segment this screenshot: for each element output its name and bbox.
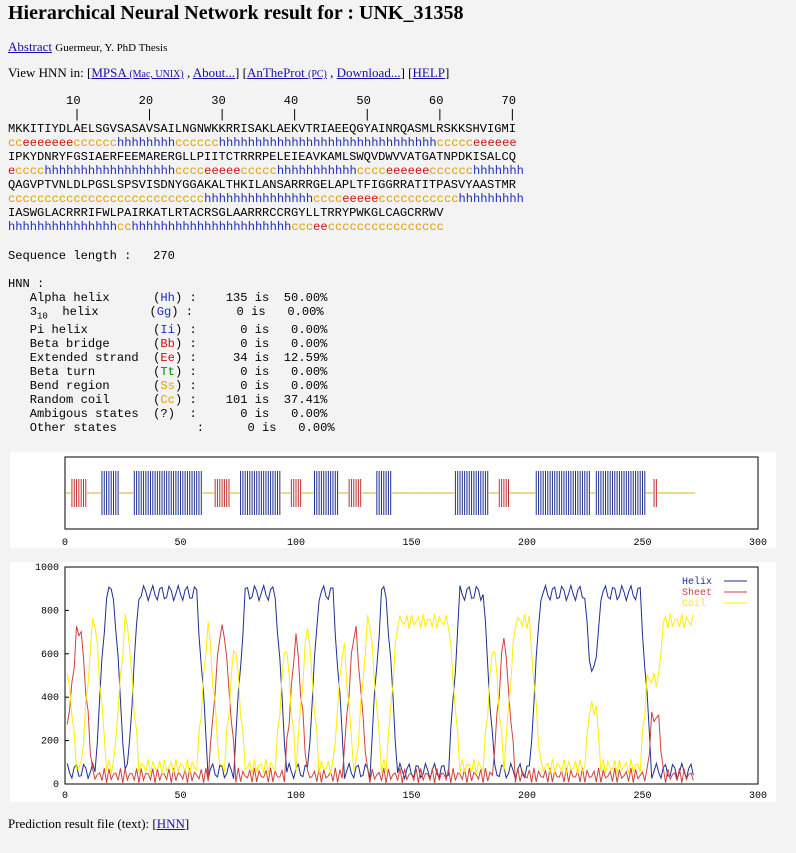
hnn-stat-row: Other states : 0 is 0.00% [8,421,335,436]
hnn-stat-row: Random coil (Cc) : 101 is 37.41% [8,393,328,408]
hnn-stat-row: Extended strand (Ee) : 34 is 12.59% [8,351,328,366]
footer-line: Prediction result file (text): [HNN] [8,816,189,832]
legend-label: Helix [682,576,712,588]
score-curve-panel: 0 200 400 600 800 1000 0 50 100 150 200 250 300 Helix… [10,562,776,802]
curve-y-tick-label: 400 [41,693,59,704]
sequence-line: MKKITIYDLAELSGVSASAVSAILNGNWKKRRISAKLAEK… [8,122,517,136]
strip-x-tick-label: 150 [402,538,420,548]
curve-y-tick-label: 600 [41,650,59,661]
seq-length-label: Sequence length : [8,249,132,263]
abstract-link[interactable]: Abstract [8,39,53,54]
curve-series-line [66,613,694,775]
sequence-line: IASWGLACRRRIFWLPAIRKATLRTACRSGLAARRRCCRG… [8,206,444,220]
strip-x-tick-label: 100 [287,538,305,548]
ruler-numbers: 10 20 30 40 50 60 70 [8,94,517,108]
curve-x-tick-label: 200 [518,791,536,802]
curve-y-tick-label: 200 [41,737,59,748]
help-link[interactable]: HELP [412,65,446,80]
curve-x-tick-label: 100 [287,791,305,802]
legend-label: Coil [682,598,706,610]
seq-length-value: 270 [153,249,175,263]
sequence-block: MKKITIYDLAELSGVSASAVSAILNGNWKKRRISAKLAEK… [8,122,524,234]
hnn-stat-row: Ambigous states (?) : 0 is 0.00% [8,407,328,422]
hnn-stat-row: Bend region (Ss) : 0 is 0.00% [8,379,328,394]
hnn-stat-row: Beta turn (Tt) : 0 is 0.00% [8,365,328,380]
page-title: Hierarchical Neural Network result for :… [8,2,464,24]
curve-x-tick-label: 0 [62,791,68,802]
hnn-stat-row: 310 helix (Gg) : 0 is 0.00% [8,305,324,322]
strip-x-tick-label: 250 [633,538,651,548]
curve-y-tick-label: 800 [41,606,59,617]
curve-x-tick-label: 50 [174,791,186,802]
strip-x-tick-label: 0 [62,538,68,548]
prediction-strip-panel: 0 50 100 150 200 250 300 [10,452,776,549]
view-prefix: View HNN in: [ [8,65,92,80]
prediction-strip-chart: 0 50 100 150 200 250 300 [62,456,767,549]
prediction-line: hhhhhhhhhhhhhhhcchhhhhhhhhhhhhhhhhhhhhhc… [8,220,444,234]
prediction-line: ecccchhhhhhhhhhhhhhhhhhcccceeeeeccccchhh… [8,164,524,178]
curve-x-tick-label: 150 [402,791,420,802]
sequence-length: Sequence length : 270 [8,249,175,263]
hnn-stats: HNN : Alpha helix (Hh) : 135 is 50.00% 3… [8,277,335,435]
score-curve-chart: 0 200 400 600 800 1000 0 50 100 150 200 250 300 Helix… [35,563,767,802]
curve-y-tick-label: 0 [53,780,59,791]
legend-label: Sheet [682,587,712,599]
about-link[interactable]: About... [192,65,236,80]
footer-suffix: ] [184,816,190,831]
antheprot-link[interactable]: AnTheProt (PC) [246,65,327,80]
strip-x-tick-label: 50 [174,538,186,548]
strip-x-tick-label: 200 [518,538,536,548]
hnn-header: HNN : [8,277,45,291]
hnn-stat-row: Pi helix (Ii) : 0 is 0.00% [8,323,328,338]
ruler-ticks: | | | | | | | [8,108,517,122]
hnn-stat-row: Alpha helix (Hh) : 135 is 50.00% [8,291,328,305]
curve-x-tick-label: 300 [749,791,767,802]
curve-x-tick-label: 250 [633,791,651,802]
abstract-line: Abstract Guermeur, Y. PhD Thesis [8,39,167,55]
hnn-file-link[interactable]: HNN [156,816,185,831]
curve-series-line [66,583,694,781]
mpsa-link[interactable]: MPSA (Mac, UNIX) [91,65,184,80]
prediction-line: cceeeeeeecccccchhhhhhhhcccccchhhhhhhhhhh… [8,136,517,150]
position-ruler: 10 20 30 40 50 60 70 | | | | | | | [8,94,516,122]
download-link[interactable]: Download... [336,65,401,80]
sequence-line: QAGVPTVNLDLPGSLSPSVISDNYGGAKALTHKILANSAR… [8,178,517,192]
sequence-line: IPKYDNRYFGSIAERFEEMARERGLLPIITCTRRRPELEI… [8,150,517,164]
footer-prefix: Prediction result file (text): [ [8,816,157,831]
curve-frame [64,566,759,785]
curve-y-tick-label: 1000 [35,563,59,574]
curve-series-line [66,624,694,783]
view-hnn-line: View HNN in: [MPSA (Mac, UNIX) , About..… [8,65,450,80]
abstract-author: Guermeur, Y. PhD Thesis [55,42,168,54]
strip-x-tick-label: 300 [749,538,767,548]
prediction-line: ccccccccccccccccccccccccccchhhhhhhhhhhhh… [8,192,524,206]
hnn-stat-row: Beta bridge (Bb) : 0 is 0.00% [8,337,328,352]
